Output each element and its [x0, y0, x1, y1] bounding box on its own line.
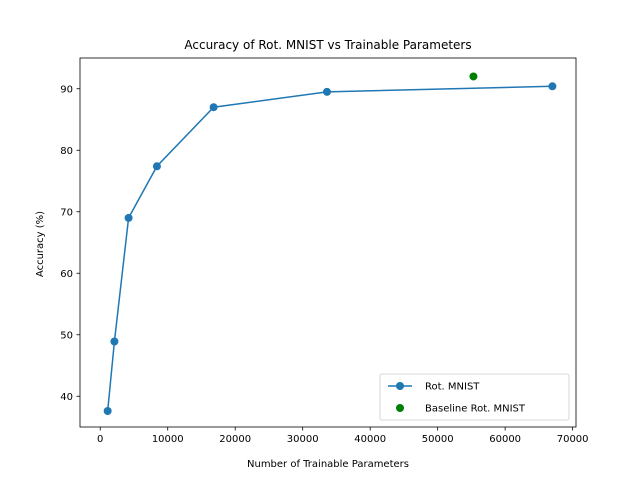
legend-marker [396, 382, 404, 390]
data-point [209, 103, 218, 112]
y-tick-label: 90 [60, 84, 73, 95]
data-point [103, 407, 112, 416]
y-tick-label: 40 [60, 392, 73, 403]
x-tick-label: 10000 [152, 434, 184, 445]
y-tick-label: 50 [60, 330, 73, 341]
series-line-rot-mnist [106, 85, 553, 412]
legend-marker [396, 404, 404, 412]
plot-area: 0 10000 20000 30000 40000 50000 60000 70000 40 50… [60, 57, 589, 445]
legend-box [379, 373, 570, 421]
x-axis-label: Number of Trainable Parameters [247, 459, 409, 470]
x-tick-label: 20000 [219, 434, 251, 445]
x-tick-label: 60000 [489, 434, 521, 445]
data-point [322, 87, 331, 96]
data-point [110, 337, 119, 346]
x-tick-label: 70000 [557, 434, 589, 445]
x-tick-label: 50000 [422, 434, 454, 445]
x-tick-label: 0 [97, 434, 103, 445]
plot-frame [79, 57, 577, 428]
chart-title: Accuracy of Rot. MNIST vs Trainable Para… [184, 38, 471, 52]
data-point [548, 82, 557, 91]
x-tick-label: 30000 [287, 434, 319, 445]
legend-label: Rot. MNIST [425, 382, 480, 393]
x-tick-label: 40000 [354, 434, 386, 445]
baseline-point [469, 72, 478, 81]
legend-label: Baseline Rot. MNIST [425, 404, 526, 415]
y-tick-label: 60 [60, 269, 73, 280]
y-tick-label: 80 [60, 146, 73, 157]
legend: Rot. MNIST Baseline Rot. MNIST [379, 373, 570, 421]
y-tick-label: 70 [60, 207, 73, 218]
data-point [124, 213, 133, 222]
data-point [152, 162, 161, 171]
y-axis-label: Accuracy (%) [35, 211, 46, 277]
